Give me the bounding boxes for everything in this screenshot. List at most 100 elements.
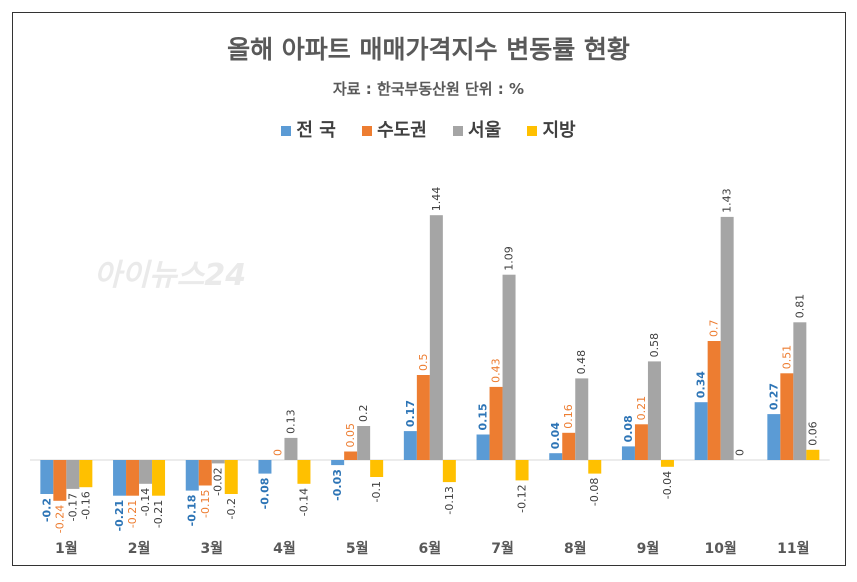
- legend-item: 지방: [527, 116, 576, 142]
- data-label: 0.05: [344, 423, 357, 448]
- bar: [806, 449, 820, 460]
- data-label: -0.21: [126, 500, 139, 528]
- data-label: -0.2: [40, 498, 53, 522]
- data-label: 0.58: [648, 333, 661, 358]
- bar: [53, 460, 67, 501]
- watermark: 아이뉴스24: [93, 258, 247, 293]
- bar: [152, 460, 166, 496]
- bar: [634, 424, 648, 460]
- bar: [40, 460, 54, 494]
- bar: [331, 460, 345, 466]
- legend-label: 수도권: [377, 120, 427, 141]
- data-label: 0.51: [780, 345, 793, 370]
- bar: [416, 375, 430, 460]
- bar: [185, 460, 199, 491]
- data-label: -0.13: [443, 486, 456, 514]
- bar: [489, 386, 503, 460]
- bar: [549, 453, 563, 460]
- bar: [502, 274, 516, 460]
- bar: [562, 432, 576, 460]
- data-label: 0.43: [490, 358, 503, 383]
- bar: [429, 215, 443, 460]
- bar: [357, 426, 371, 460]
- bar: [660, 460, 674, 467]
- data-label: -0.24: [53, 505, 66, 533]
- bar: [224, 460, 238, 494]
- legend-label: 전 국: [296, 120, 336, 141]
- bar: [476, 434, 490, 460]
- bar: [113, 460, 127, 496]
- data-label: 0.5: [417, 354, 430, 372]
- x-tick-label: 7월: [491, 540, 514, 557]
- data-label: -0.15: [199, 490, 212, 518]
- x-tick-label: 11월: [777, 540, 809, 557]
- bar: [198, 460, 212, 486]
- data-label: 0.04: [549, 422, 562, 449]
- x-tick-label: 9월: [637, 540, 660, 557]
- data-label: -0.1: [370, 481, 383, 502]
- data-label: 0.48: [575, 350, 588, 375]
- data-label: 0: [734, 449, 747, 456]
- data-label: -0.21: [113, 500, 126, 532]
- data-label: 0.2: [357, 405, 370, 423]
- data-label: 0.7: [708, 320, 721, 338]
- bar: [344, 451, 358, 460]
- bar: [211, 460, 225, 464]
- data-label: 0.06: [806, 421, 819, 446]
- data-label: -0.21: [152, 500, 165, 528]
- legend-item: 서울: [453, 116, 501, 142]
- bar: [66, 460, 80, 489]
- legend-item: 수도권: [362, 116, 427, 142]
- data-label: -0.14: [139, 488, 152, 516]
- data-label: 0.16: [562, 404, 575, 429]
- bar: [707, 341, 721, 460]
- x-tick-label: 8월: [564, 540, 587, 557]
- data-label: 0: [271, 449, 284, 456]
- data-label: -0.02: [212, 467, 225, 495]
- bar: [126, 460, 140, 496]
- x-tick-label: 1월: [55, 540, 78, 557]
- data-label: -0.12: [516, 484, 529, 512]
- data-label: 0.81: [793, 294, 806, 319]
- data-label: -0.08: [588, 478, 601, 506]
- data-label: 0.17: [404, 400, 417, 427]
- bar: [442, 460, 456, 483]
- legend-label: 지방: [542, 120, 576, 141]
- bar: [793, 322, 807, 460]
- data-label: 0.13: [284, 409, 297, 434]
- bar: [575, 378, 589, 460]
- bar: [588, 460, 602, 474]
- bar: [767, 414, 781, 460]
- data-label: -0.16: [79, 491, 92, 519]
- data-label: -0.18: [186, 495, 199, 527]
- data-label: -0.17: [66, 493, 79, 521]
- legend: 전 국 수도권 서울 지방: [0, 116, 857, 142]
- legend-item: 전 국: [281, 116, 336, 142]
- x-tick-label: 10월: [704, 540, 736, 557]
- data-label: 1.09: [503, 246, 516, 271]
- bar: [780, 373, 794, 460]
- x-tick-label: 6월: [419, 540, 442, 557]
- bar: [284, 437, 298, 460]
- bar: [258, 460, 272, 474]
- chart-subtitle: 자료 : 한국부동산원 단위 : %: [332, 80, 525, 98]
- x-tick-label: 4월: [273, 540, 296, 557]
- data-label: 0.08: [622, 415, 635, 442]
- bar: [297, 460, 311, 484]
- data-label: -0.2: [225, 498, 238, 519]
- x-tick-label: 3월: [200, 540, 223, 557]
- bar: [694, 402, 708, 460]
- data-label: -0.04: [661, 471, 674, 499]
- data-label: -0.03: [331, 469, 344, 501]
- data-label: 0.34: [695, 371, 708, 398]
- data-label: -0.14: [297, 488, 310, 516]
- bar: [370, 460, 384, 477]
- bar: [515, 460, 529, 481]
- data-label: 0.27: [767, 383, 780, 410]
- bar: [647, 361, 661, 460]
- data-label: 0.15: [477, 403, 490, 430]
- bar: [720, 216, 734, 460]
- x-tick-label: 5월: [346, 540, 369, 557]
- bar: [621, 446, 635, 460]
